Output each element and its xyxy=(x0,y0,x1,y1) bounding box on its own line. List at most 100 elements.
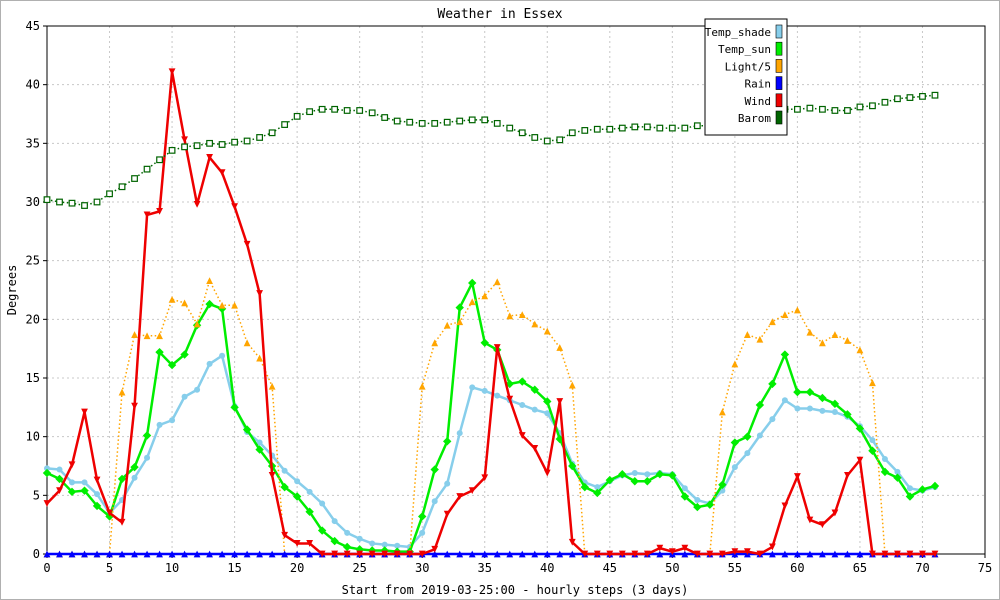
data-point xyxy=(206,277,213,285)
y-tick-label: 40 xyxy=(26,78,40,92)
data-point xyxy=(44,465,50,472)
data-point xyxy=(456,318,464,326)
data-point xyxy=(743,548,751,556)
data-point xyxy=(418,550,426,558)
data-point xyxy=(181,136,188,144)
x-tick-label: 35 xyxy=(478,561,492,575)
data-point xyxy=(431,339,439,347)
data-point xyxy=(243,339,251,347)
data-point xyxy=(342,542,352,552)
series-temp-sun xyxy=(42,278,940,556)
data-point xyxy=(506,124,514,132)
data-point xyxy=(544,410,551,417)
data-point xyxy=(768,318,776,326)
data-point xyxy=(319,500,326,507)
data-point xyxy=(444,480,451,487)
data-point xyxy=(631,123,639,131)
data-point xyxy=(443,550,451,558)
series-temp-shade xyxy=(44,352,938,550)
data-point xyxy=(306,550,314,558)
data-point xyxy=(143,550,151,558)
data-point xyxy=(418,382,426,390)
data-point xyxy=(431,550,439,558)
data-point xyxy=(367,546,377,555)
data-point xyxy=(556,136,564,144)
data-point xyxy=(618,550,626,558)
data-point xyxy=(293,550,301,558)
data-point xyxy=(268,471,276,479)
data-point xyxy=(256,550,264,558)
data-point xyxy=(255,445,264,454)
legend-swatch xyxy=(775,76,783,90)
data-point xyxy=(819,407,826,414)
data-point xyxy=(518,377,527,386)
data-point xyxy=(656,550,664,558)
data-point xyxy=(869,437,876,444)
legend: Temp_shade Temp_sun Light/5 Rain Wind Barom xyxy=(704,18,788,136)
data-point xyxy=(580,482,589,492)
data-point xyxy=(919,92,926,100)
legend-label: Light/5 xyxy=(725,60,771,73)
data-point xyxy=(781,397,788,404)
data-point xyxy=(531,320,539,328)
data-point xyxy=(80,486,89,495)
data-point xyxy=(768,543,776,551)
data-point xyxy=(331,518,338,525)
legend-swatch xyxy=(775,59,783,73)
data-point xyxy=(519,401,526,408)
data-point xyxy=(794,473,801,480)
series-line xyxy=(47,279,935,555)
x-tick-label: 20 xyxy=(290,561,304,575)
data-point xyxy=(480,338,489,347)
data-point xyxy=(631,470,638,477)
data-point xyxy=(431,498,438,505)
data-point xyxy=(93,550,101,558)
data-point xyxy=(206,360,213,367)
data-point xyxy=(168,68,176,76)
data-point xyxy=(68,550,76,558)
data-point xyxy=(731,360,739,368)
data-point xyxy=(268,129,276,137)
x-tick-label: 10 xyxy=(165,561,179,575)
data-point xyxy=(168,295,176,303)
data-point xyxy=(356,550,364,558)
data-point xyxy=(543,469,551,477)
data-point xyxy=(468,487,476,495)
data-point xyxy=(593,125,601,133)
data-point xyxy=(856,456,864,464)
data-point xyxy=(718,480,727,489)
data-point xyxy=(656,544,664,552)
x-tick-label: 25 xyxy=(352,561,366,575)
data-point xyxy=(518,129,526,137)
data-point xyxy=(468,550,476,558)
legend-swatch xyxy=(775,110,783,125)
data-point xyxy=(543,550,551,558)
data-point xyxy=(531,550,539,558)
data-point xyxy=(681,544,689,552)
x-tick-label: 50 xyxy=(665,561,679,575)
x-tick-label: 45 xyxy=(603,561,617,575)
data-point xyxy=(194,386,201,393)
data-point xyxy=(469,384,476,391)
data-point xyxy=(231,550,238,558)
data-point xyxy=(694,497,701,504)
data-point xyxy=(193,142,201,150)
data-point xyxy=(306,540,314,547)
data-point xyxy=(168,146,176,154)
data-point xyxy=(844,337,851,344)
data-point xyxy=(143,211,151,219)
y-axis-label: Degrees xyxy=(5,265,19,316)
data-point xyxy=(605,475,614,485)
data-point xyxy=(243,137,251,145)
data-point xyxy=(644,471,651,478)
data-point xyxy=(118,183,126,191)
data-point xyxy=(630,477,640,486)
data-point xyxy=(681,550,689,558)
data-point xyxy=(930,481,940,491)
data-point xyxy=(131,331,138,338)
data-point xyxy=(67,487,77,497)
legend-label: Rain xyxy=(745,78,772,91)
data-point xyxy=(117,474,127,484)
